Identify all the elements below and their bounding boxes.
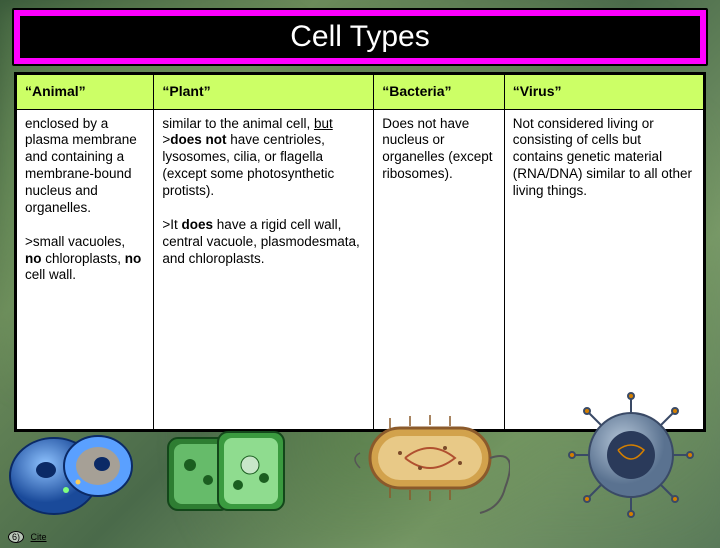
animal-p2-prefix: >small vacuoles, [25,234,125,249]
plant-p3-prefix: >It [162,217,181,232]
plant-cell-illustration [160,420,290,520]
header-plant: “Plant” [154,75,374,110]
plant-p3-b: does [182,217,214,232]
plant-p1-u: but [314,116,333,131]
citation-num: 6) [8,531,24,543]
plant-p2-b: does not [170,132,226,147]
title-inner: Cell Types [20,16,700,58]
animal-p2-suffix: cell wall. [25,267,76,282]
cell-plant: similar to the animal cell, but >does no… [154,109,374,429]
bacteria-cell-illustration [350,398,510,528]
virus-text: Not considered living or consisting of c… [513,116,692,199]
table-header-row: “Animal” “Plant” “Bacteria” “Virus” [17,75,704,110]
title-bar: Cell Types [12,8,708,66]
header-virus: “Virus” [504,75,703,110]
cell-types-table: “Animal” “Plant” “Bacteria” “Virus” encl… [16,74,704,430]
virus-cell-illustration [556,390,706,520]
header-animal: “Animal” [17,75,154,110]
animal-p2-b2: no [125,251,142,266]
header-bacteria: “Bacteria” [374,75,505,110]
table-row: enclosed by a plasma membrane and contai… [17,109,704,429]
cell-animal: enclosed by a plasma membrane and contai… [17,109,154,429]
bacteria-text: Does not have nucleus or organelles (exc… [382,116,492,182]
citation-text: Cite [31,532,47,542]
animal-text-p1: enclosed by a plasma membrane and contai… [25,116,137,215]
cell-bacteria: Does not have nucleus or organelles (exc… [374,109,505,429]
animal-p2-mid: chloroplasts, [42,251,125,266]
cell-virus: Not considered living or consisting of c… [504,109,703,429]
animal-cell-illustration [6,420,136,520]
citation: 6) Cite [8,532,47,542]
animal-p2-b1: no [25,251,42,266]
plant-p1a: similar to the animal cell, [162,116,314,131]
page-title: Cell Types [290,20,430,53]
cell-types-table-wrap: “Animal” “Plant” “Bacteria” “Virus” encl… [14,72,706,432]
